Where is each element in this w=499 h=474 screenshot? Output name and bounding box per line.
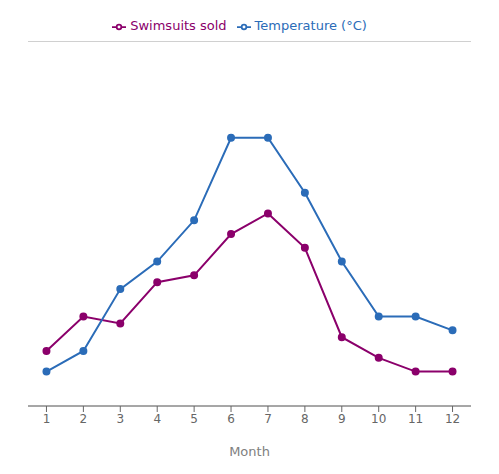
svg-text:1: 1 — [43, 412, 51, 426]
svg-text:8: 8 — [301, 412, 309, 426]
svg-text:6: 6 — [227, 412, 235, 426]
svg-text:3: 3 — [116, 412, 124, 426]
svg-text:2: 2 — [80, 412, 88, 426]
svg-text:7: 7 — [264, 412, 272, 426]
svg-text:12: 12 — [445, 412, 460, 426]
svg-text:9: 9 — [338, 412, 346, 426]
svg-text:10: 10 — [371, 412, 386, 426]
svg-text:5: 5 — [190, 412, 198, 426]
svg-text:11: 11 — [408, 412, 423, 426]
html-text:Temperature (°C): Temperature (°C) — [254, 18, 367, 33]
svg-text:Month: Month — [229, 444, 270, 459]
html-text:Swimsuits sold: Swimsuits sold — [130, 18, 227, 33]
svg-text:4: 4 — [153, 412, 161, 426]
